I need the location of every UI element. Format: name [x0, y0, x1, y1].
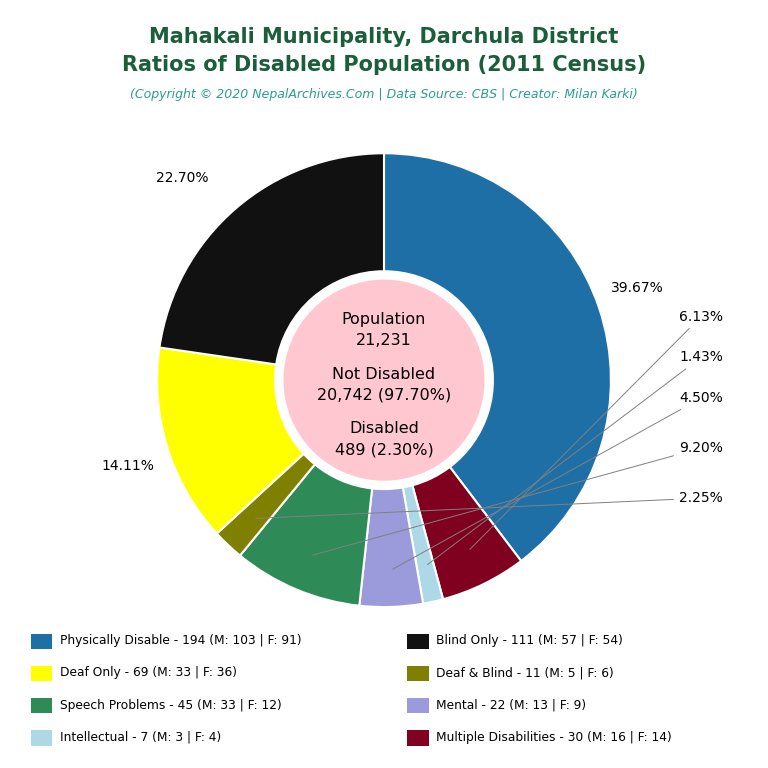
- Text: 1.43%: 1.43%: [428, 350, 723, 564]
- Text: 4.50%: 4.50%: [392, 392, 723, 569]
- Text: Disabled
489 (2.30%): Disabled 489 (2.30%): [335, 421, 433, 457]
- Text: (Copyright © 2020 NepalArchives.Com | Data Source: CBS | Creator: Milan Karki): (Copyright © 2020 NepalArchives.Com | Da…: [130, 88, 638, 101]
- Text: Blind Only - 111 (M: 57 | F: 54): Blind Only - 111 (M: 57 | F: 54): [436, 634, 623, 647]
- Wedge shape: [402, 485, 443, 604]
- Text: Deaf Only - 69 (M: 33 | F: 36): Deaf Only - 69 (M: 33 | F: 36): [60, 667, 237, 679]
- Text: 22.70%: 22.70%: [157, 170, 209, 184]
- Wedge shape: [359, 488, 423, 607]
- Text: Intellectual - 7 (M: 3 | F: 4): Intellectual - 7 (M: 3 | F: 4): [60, 731, 221, 743]
- Text: Population
21,231: Population 21,231: [342, 313, 426, 348]
- Wedge shape: [240, 465, 372, 606]
- Text: 2.25%: 2.25%: [256, 492, 723, 518]
- Wedge shape: [412, 467, 521, 599]
- Text: Physically Disable - 194 (M: 103 | F: 91): Physically Disable - 194 (M: 103 | F: 91…: [60, 634, 302, 647]
- Text: Deaf & Blind - 11 (M: 5 | F: 6): Deaf & Blind - 11 (M: 5 | F: 6): [436, 667, 614, 679]
- Wedge shape: [384, 154, 611, 561]
- Text: Multiple Disabilities - 30 (M: 16 | F: 14): Multiple Disabilities - 30 (M: 16 | F: 1…: [436, 731, 672, 743]
- Text: Speech Problems - 45 (M: 33 | F: 12): Speech Problems - 45 (M: 33 | F: 12): [60, 699, 282, 711]
- Wedge shape: [217, 454, 315, 555]
- Text: 9.20%: 9.20%: [313, 442, 723, 555]
- Text: Ratios of Disabled Population (2011 Census): Ratios of Disabled Population (2011 Cens…: [122, 55, 646, 75]
- Text: Mental - 22 (M: 13 | F: 9): Mental - 22 (M: 13 | F: 9): [436, 699, 586, 711]
- Circle shape: [284, 280, 484, 480]
- Text: 39.67%: 39.67%: [611, 281, 664, 295]
- Wedge shape: [157, 347, 303, 534]
- Text: Mahakali Municipality, Darchula District: Mahakali Municipality, Darchula District: [149, 27, 619, 47]
- Text: 6.13%: 6.13%: [470, 310, 723, 549]
- Text: Not Disabled
20,742 (97.70%): Not Disabled 20,742 (97.70%): [317, 366, 451, 402]
- Wedge shape: [160, 154, 384, 365]
- Text: 14.11%: 14.11%: [101, 459, 154, 473]
